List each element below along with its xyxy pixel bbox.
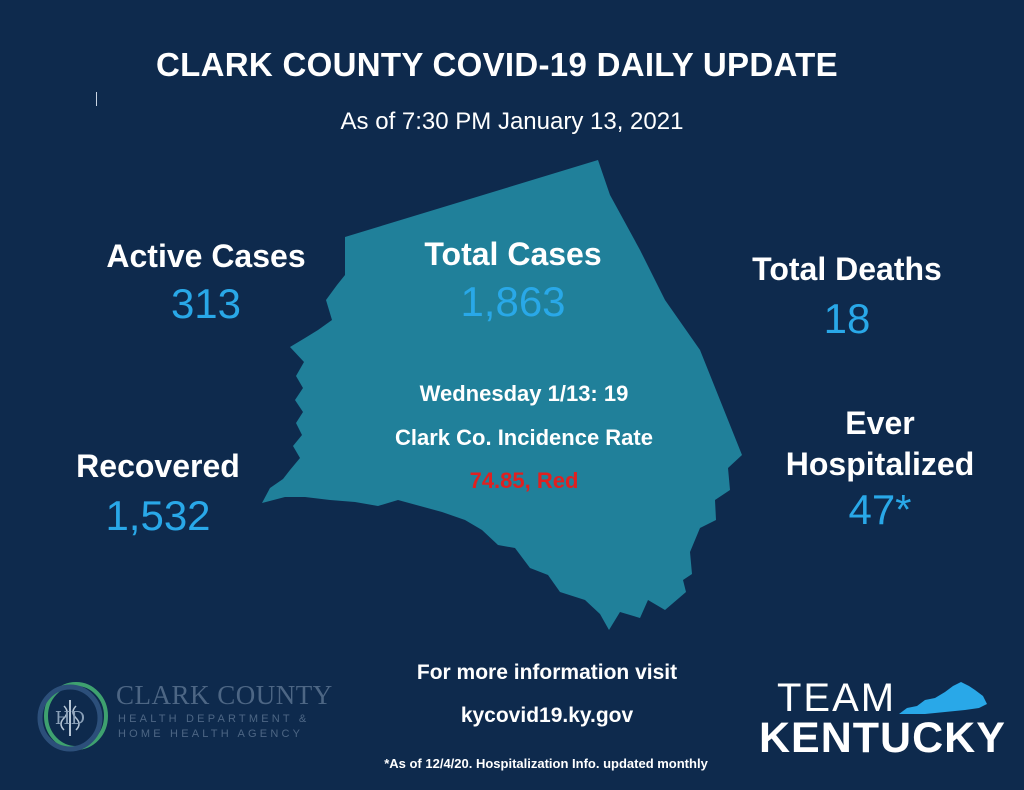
info-url: kycovid19.ky.gov [460,704,634,727]
health-department-seal-icon: HD [37,682,108,752]
daily-new-cases: Wednesday 1/13: 19 [419,381,629,406]
team-kentucky-logo: TEAM KENTUCKY [755,672,1005,762]
health-department-name: CLARK COUNTY [116,680,333,710]
hospitalized-value: 47* [848,485,912,533]
text-cursor [96,92,97,106]
hospitalized-block: Ever Hospitalized 47* [750,405,1010,533]
recovered-value: 1,532 [105,491,211,539]
info-line: For more information visit [416,661,678,684]
recovered-block: Recovered 1,532 [28,448,288,539]
health-department-line3: HOME HEALTH AGENCY [118,728,304,740]
total-cases-block: Total Cases 1,863 [383,236,643,325]
incidence-rate-label: Clark Co. Incidence Rate [395,425,653,450]
page-title: CLARK COUNTY COVID-19 DAILY UPDATE [156,46,838,83]
timestamp-subtitle: As of 7:30 PM January 13, 2021 [340,108,684,135]
active-cases-label: Active Cases [106,238,306,274]
svg-text:HD: HD [55,708,85,729]
total-deaths-value: 18 [823,294,871,342]
active-cases-block: Active Cases 313 [76,238,336,327]
hospitalized-label-line2: Hospitalized [785,445,975,482]
team-kentucky-line1: TEAM [777,676,897,720]
team-kentucky-line2: KENTUCKY [759,714,1006,762]
total-deaths-block: Total Deaths 18 [717,251,977,342]
active-cases-value: 313 [170,279,242,327]
health-department-logo: HD CLARK COUNTY HEALTH DEPARTMENT & HOME… [30,670,350,760]
hospitalized-label-line1: Ever [845,405,915,441]
kentucky-state-icon [899,682,987,714]
total-cases-value: 1,863 [460,277,566,325]
total-deaths-label: Total Deaths [752,251,942,287]
footnote: *As of 12/4/20. Hospitalization Info. up… [384,756,708,771]
recovered-label: Recovered [76,448,240,484]
total-cases-label: Total Cases [424,236,602,272]
health-department-line2: HEALTH DEPARTMENT & [118,713,310,725]
incidence-rate-value: 74.85, Red [469,468,579,493]
